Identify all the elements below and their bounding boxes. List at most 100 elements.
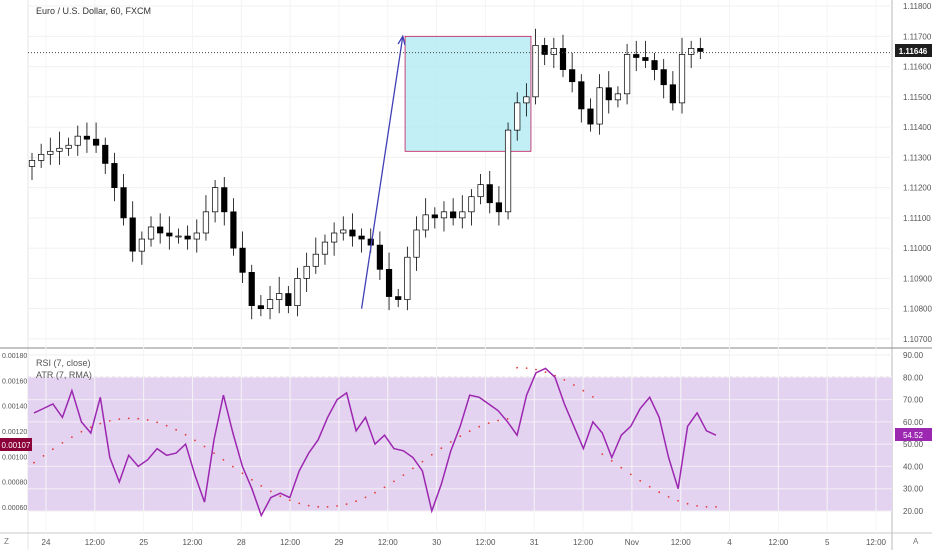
price-tick-label: 1.11200 (903, 184, 932, 193)
atr-dot (288, 499, 291, 502)
candle (321, 234, 329, 265)
atr-axis[interactable]: 0.00180 0.00160 0.00140 0.00120 0.00100 0.000… (2, 353, 27, 512)
price-tick-label: 1.11100 (903, 214, 931, 223)
rsi-tick-label: 70.00 (903, 396, 924, 405)
candle (486, 170, 493, 214)
atr-dot (222, 458, 225, 461)
candle (523, 83, 530, 117)
atr-dot (478, 425, 481, 428)
candle (495, 186, 503, 226)
atr-dot (677, 499, 679, 502)
atr-tick-label: 0.00120 (2, 429, 27, 436)
rectangle-drawing[interactable] (404, 35, 532, 152)
price-tick-label: 1.11400 (903, 123, 932, 132)
candle (312, 237, 319, 274)
price-tick-label: 1.11500 (903, 93, 932, 102)
candle (651, 52, 658, 81)
candle (450, 198, 457, 226)
corner-right-label[interactable]: A (913, 537, 919, 546)
atr-dot (241, 472, 244, 475)
rsi-legend[interactable]: RSI (7, close) (36, 358, 91, 368)
atr-dot (686, 502, 689, 505)
price-tick-label: 1.10900 (903, 274, 932, 283)
arrow-head[interactable] (397, 34, 406, 46)
candle (221, 177, 228, 226)
time-axis[interactable]: 24 12:00 25 12:00 28 12:00 29 12:00 30 12:00 31 12:… (42, 538, 887, 547)
atr-dot (412, 467, 414, 470)
atr-tick-label: 0.00060 (2, 505, 27, 512)
atr-dot (80, 430, 83, 433)
candle (395, 288, 402, 308)
atr-dot (393, 480, 395, 483)
candle (276, 276, 283, 314)
candle (532, 28, 539, 105)
corner-left-label[interactable]: Z (4, 537, 9, 546)
candle (431, 207, 438, 229)
candle (477, 174, 484, 205)
atr-dot (203, 445, 206, 448)
atr-dot (459, 435, 462, 438)
rsi-tick-label: 50.00 (903, 440, 924, 449)
candle (166, 216, 173, 250)
atr-dot (440, 447, 443, 450)
candle (294, 267, 301, 317)
atr-dot (184, 433, 187, 436)
candle (422, 198, 429, 238)
atr-dot (137, 417, 140, 420)
atr-dot (33, 461, 35, 464)
arrow-drawing[interactable] (360, 34, 406, 309)
candle (633, 40, 640, 72)
candle (578, 74, 585, 123)
price-axis[interactable]: 1.11800 1.11700 1.11600 1.11500 1.11400 1.113… (903, 2, 932, 344)
atr-tick-label: 0.00100 (2, 454, 27, 461)
atr-dot (345, 503, 348, 505)
atr-dot (269, 490, 272, 493)
atr-dot (364, 496, 367, 499)
time-tick-label: 12:00 (475, 538, 496, 547)
candle (111, 152, 118, 202)
candle (697, 37, 704, 60)
candle (83, 122, 91, 153)
atr-dot (118, 418, 121, 420)
atr-dot (194, 439, 196, 442)
rsi-axis[interactable]: 90.00 80.00 70.00 60.00 50.00 40.00 30.00 20.00 (903, 351, 924, 516)
atr-dot (497, 419, 499, 422)
rsi-tick-label: 80.00 (903, 373, 924, 382)
atr-dot (468, 430, 471, 432)
atr-dot (99, 422, 102, 425)
time-tick-label: 12:00 (378, 538, 399, 547)
atr-tick-label: 0.00180 (2, 353, 27, 360)
range-box[interactable] (404, 35, 532, 152)
atr-dot (629, 473, 632, 476)
atr-dot (610, 460, 613, 462)
arrow-line[interactable] (360, 36, 404, 309)
atr-dot (544, 371, 547, 374)
atr-tick-label: 0.00140 (2, 404, 27, 411)
candle (376, 231, 383, 280)
candle (660, 59, 667, 99)
candle (340, 216, 347, 241)
rsi-tick-label: 30.00 (903, 485, 924, 494)
atr-legend[interactable]: ATR (7, RMA) (36, 370, 92, 380)
atr-dot (525, 367, 528, 369)
atr-dot (260, 485, 263, 487)
candle (147, 216, 155, 247)
candle (349, 213, 356, 247)
atr-dot (165, 424, 168, 427)
candle (587, 98, 594, 132)
atr-dot (402, 474, 405, 476)
candle (623, 43, 631, 105)
candle (28, 152, 36, 181)
candle (614, 86, 622, 108)
candle (541, 37, 548, 66)
candle (678, 37, 686, 114)
candle (239, 231, 246, 283)
candle (74, 125, 81, 156)
atr-dot (639, 479, 642, 482)
time-tick-label: Nov (625, 538, 639, 547)
price-tick-label: 1.11000 (903, 244, 932, 253)
price-tick-label: 1.11600 (903, 63, 932, 72)
time-tick-label: 12:00 (182, 538, 203, 547)
